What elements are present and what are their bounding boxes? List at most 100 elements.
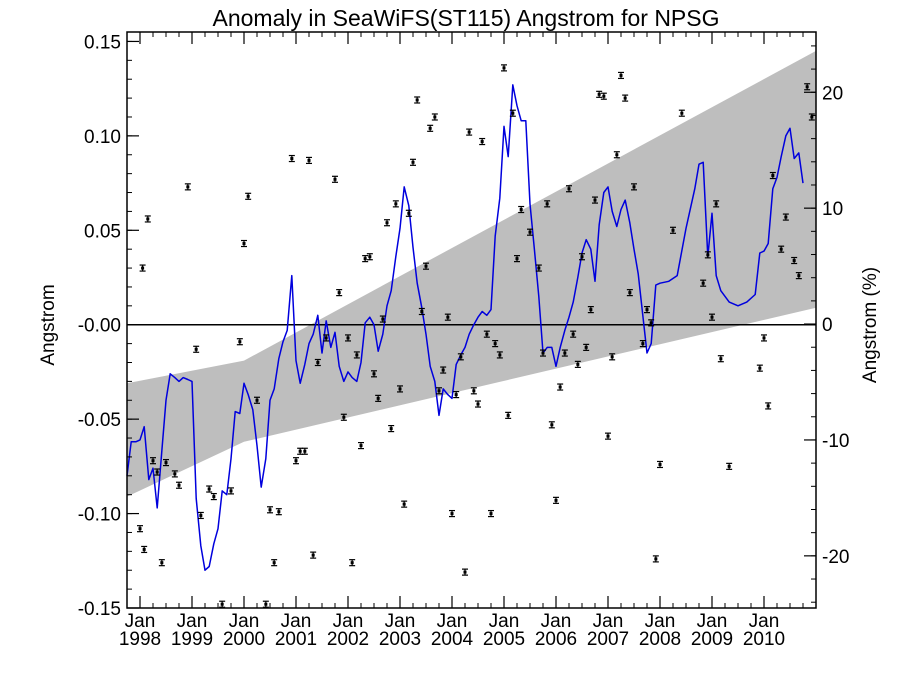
data-marker xyxy=(476,402,480,406)
data-point xyxy=(756,364,763,372)
data-point xyxy=(704,251,711,259)
x-tick-label-month: Jan xyxy=(645,611,676,632)
data-marker xyxy=(450,512,454,516)
x-tick-label-year: 2009 xyxy=(691,629,733,650)
data-marker xyxy=(472,389,476,393)
data-point xyxy=(349,559,356,567)
data-point xyxy=(171,470,178,478)
data-marker xyxy=(779,247,783,251)
data-marker xyxy=(394,202,398,206)
data-point xyxy=(483,330,490,338)
data-marker xyxy=(437,389,441,393)
data-point xyxy=(553,496,559,504)
data-point xyxy=(410,158,416,166)
data-marker xyxy=(615,153,619,157)
data-marker xyxy=(701,281,705,285)
data-point xyxy=(271,559,278,567)
data-point xyxy=(388,424,395,433)
data-point xyxy=(518,205,525,214)
x-tick-label-month: Jan xyxy=(125,611,156,632)
data-point xyxy=(158,559,165,567)
data-point xyxy=(700,279,707,287)
data-point xyxy=(540,349,546,357)
data-point xyxy=(574,360,581,368)
data-marker xyxy=(350,561,354,565)
data-point xyxy=(427,124,434,132)
x-tick-label-month: Jan xyxy=(177,611,208,632)
data-point xyxy=(509,109,516,117)
data-point xyxy=(449,509,455,518)
data-point xyxy=(314,358,321,367)
data-marker xyxy=(207,487,211,491)
data-point xyxy=(241,239,247,248)
data-point xyxy=(605,432,611,440)
data-point xyxy=(414,96,421,104)
series-line xyxy=(126,84,804,571)
data-marker xyxy=(411,160,415,164)
data-point xyxy=(488,509,494,518)
data-point xyxy=(423,262,429,270)
data-point xyxy=(501,64,507,72)
data-marker xyxy=(363,257,367,261)
data-marker xyxy=(489,512,493,516)
data-marker xyxy=(346,336,350,340)
data-marker xyxy=(797,274,801,278)
y-tick-label: -0.15 xyxy=(78,599,121,620)
data-marker xyxy=(398,387,402,391)
trend-band xyxy=(127,50,816,497)
data-marker xyxy=(324,336,328,340)
data-point xyxy=(267,506,273,514)
data-point xyxy=(561,349,568,357)
x-tick-label-year: 2007 xyxy=(587,629,629,650)
data-marker xyxy=(671,228,675,232)
x-tick-label-year: 2000 xyxy=(223,629,265,650)
data-marker xyxy=(186,185,190,189)
data-point xyxy=(470,387,477,395)
data-point xyxy=(791,256,798,265)
data-marker xyxy=(277,510,281,514)
data-marker xyxy=(727,464,731,468)
x-tick-label-year: 2008 xyxy=(639,629,681,650)
data-point xyxy=(600,92,607,100)
data-point xyxy=(557,383,564,391)
y-tick-label: 0.15 xyxy=(84,32,121,53)
data-marker xyxy=(597,92,601,96)
data-point xyxy=(709,313,715,321)
data-marker xyxy=(550,423,554,427)
data-point xyxy=(262,600,269,608)
x-tick-label-month: Jan xyxy=(333,611,364,632)
data-marker xyxy=(706,253,710,257)
data-marker xyxy=(589,308,593,312)
data-point xyxy=(583,343,590,351)
data-marker xyxy=(164,461,168,465)
data-point xyxy=(297,447,304,455)
data-point xyxy=(678,109,685,117)
data-marker xyxy=(407,211,411,215)
data-marker xyxy=(402,502,406,506)
data-marker xyxy=(563,351,567,355)
data-point xyxy=(358,441,364,450)
data-marker xyxy=(212,495,216,499)
data-marker xyxy=(155,470,159,474)
data-marker xyxy=(307,158,311,162)
x-tick-label-year: 2010 xyxy=(743,629,785,650)
x-tick-label-month: Jan xyxy=(749,611,780,632)
data-marker xyxy=(368,255,372,259)
data-point xyxy=(275,508,282,516)
data-marker xyxy=(238,340,242,344)
data-marker xyxy=(290,157,294,161)
data-point xyxy=(492,340,499,348)
x-tick-label-month: Jan xyxy=(593,611,624,632)
data-point xyxy=(141,545,148,554)
data-marker xyxy=(506,413,510,417)
data-marker xyxy=(593,198,597,202)
y-tick-label-right: 20 xyxy=(822,83,843,104)
data-point xyxy=(310,551,317,559)
data-marker xyxy=(498,353,502,357)
data-marker xyxy=(272,561,276,565)
data-point xyxy=(622,94,629,102)
data-marker xyxy=(658,462,662,466)
data-marker xyxy=(316,360,320,364)
data-marker xyxy=(337,291,341,295)
data-point xyxy=(548,421,555,429)
